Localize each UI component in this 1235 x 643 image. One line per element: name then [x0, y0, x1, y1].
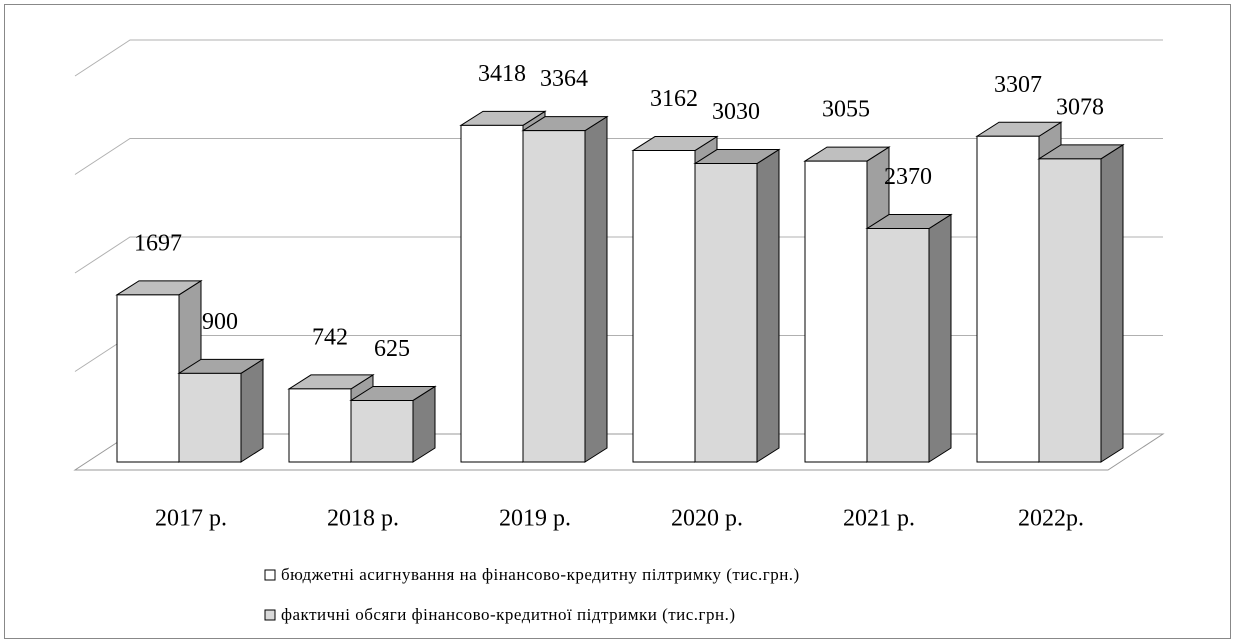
bar-front	[460, 124, 524, 463]
bar-side	[756, 148, 780, 463]
bar-side	[584, 115, 608, 463]
bar	[521, 115, 609, 463]
bar-front	[178, 372, 242, 463]
bar-front	[866, 228, 930, 463]
bar	[865, 213, 953, 463]
value-label: 3364	[540, 66, 588, 92]
value-label: 3418	[478, 61, 526, 87]
legend-label: фактичні обсяги фінансово-кредитної підт…	[281, 605, 736, 624]
legend-marker	[264, 609, 276, 621]
bar-front	[350, 399, 414, 463]
bar-front	[1038, 158, 1102, 463]
bar-front	[116, 294, 180, 463]
bar-front	[976, 135, 1040, 463]
bar-side	[928, 213, 952, 463]
bar-front	[804, 160, 868, 463]
value-label: 1697	[134, 230, 182, 256]
legend-label: бюджетні асигнування на фінансово-кредит…	[281, 565, 800, 584]
legend-marker	[264, 569, 276, 581]
value-label: 625	[374, 336, 410, 362]
value-label: 3055	[822, 97, 870, 123]
value-label: 3078	[1056, 94, 1104, 120]
x-tick-label: 2022р.	[1018, 506, 1084, 532]
bar-front	[694, 163, 758, 463]
value-label: 3307	[994, 72, 1042, 98]
value-label: 742	[312, 324, 348, 350]
x-tick-label: 2021 р.	[843, 506, 915, 532]
bar	[177, 358, 265, 463]
x-tick-label: 2019 р.	[499, 506, 571, 532]
grid-line	[74, 39, 1163, 77]
bar-front	[522, 130, 586, 463]
x-tick-label: 2020 р.	[671, 506, 743, 532]
bar-front	[288, 388, 352, 463]
x-tick-label: 2018 р.	[327, 506, 399, 532]
bar	[349, 385, 437, 463]
bar-side	[1100, 143, 1124, 463]
grid-line	[74, 138, 1163, 175]
bar	[1037, 143, 1125, 463]
bar-side	[240, 358, 264, 463]
x-tick-label: 2017 р.	[155, 506, 227, 532]
value-label: 900	[202, 309, 238, 335]
bar-front	[632, 150, 696, 463]
value-label: 3162	[650, 86, 698, 112]
bar	[693, 148, 781, 463]
value-label: 2370	[884, 164, 932, 190]
value-label: 3030	[712, 99, 760, 125]
